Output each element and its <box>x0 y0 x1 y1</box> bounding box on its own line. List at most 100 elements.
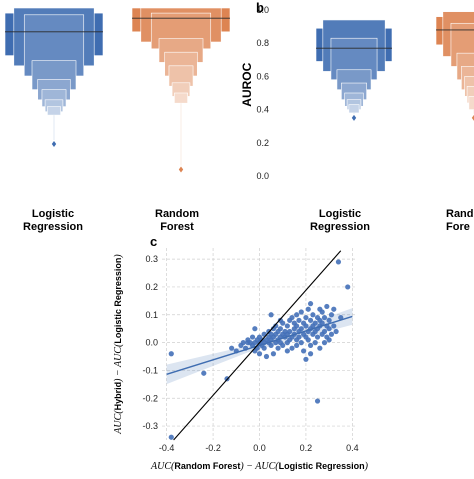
scatter-point <box>168 434 174 440</box>
axis-label-math-part: ) − AUC( <box>239 461 279 472</box>
scatter-point <box>312 340 318 346</box>
scatter-point <box>168 351 174 357</box>
category-line: Regression <box>23 221 83 233</box>
scatter-point <box>326 337 332 343</box>
scatter-point <box>307 317 314 323</box>
scatter-point <box>298 309 304 315</box>
category-line: Regression <box>310 221 370 233</box>
y-tick-label: -0.3 <box>142 421 158 431</box>
x-axis-label: AUC(Random Forest) − AUC(Logistic Regres… <box>150 461 369 472</box>
scatter-point <box>333 328 339 335</box>
scatter-point <box>303 356 309 362</box>
scatter-point <box>338 314 344 321</box>
axis-label-math-part: ) <box>364 461 369 472</box>
y-tick-label: 0.8 <box>256 38 269 48</box>
scatter-point <box>303 323 309 329</box>
scatter-point <box>335 259 342 265</box>
category-line: Rand <box>446 208 474 220</box>
scatter-point <box>294 323 300 329</box>
scatter-point <box>324 303 330 310</box>
scatter-point <box>287 328 293 335</box>
scatter-point <box>301 348 307 354</box>
x-tick-label: -0.2 <box>205 443 221 453</box>
scatter-point <box>312 320 318 326</box>
scatter-point <box>280 342 286 348</box>
scatter-point <box>240 340 246 346</box>
scatter-point <box>284 323 290 329</box>
scatter-point <box>263 353 270 360</box>
scatter-point <box>303 314 309 321</box>
scatter-point <box>326 326 332 332</box>
panel-label: b <box>256 0 264 15</box>
scatter-point <box>305 337 311 343</box>
scatter-point <box>328 312 335 318</box>
scatter-point <box>273 323 279 329</box>
panel-b-boxplot: 0.0 0.2 0.4 0.6 0.8 1.0 AUROC b <box>240 0 474 181</box>
y-tick-label: 0.6 <box>256 71 269 81</box>
scatter-point <box>310 312 316 318</box>
outlier-point <box>471 114 474 121</box>
regression-line <box>166 315 353 375</box>
scatter-point <box>284 348 290 354</box>
axis-label-bold-part: Hybrid <box>113 382 123 411</box>
panel-label: c <box>150 234 157 249</box>
y-axis-label: AUC(Hybrid) − AUC(Logistic Regression) <box>113 254 124 435</box>
scatter-point <box>289 345 295 351</box>
scatter-point <box>307 351 314 357</box>
scatter-point <box>319 320 325 326</box>
scatter-point <box>321 340 328 346</box>
scatter-point <box>314 398 321 404</box>
panel-a-boxplot <box>4 7 231 173</box>
y-tick-label: 0.2 <box>256 138 269 148</box>
lv-box <box>47 106 61 116</box>
category-label-b-rf: Rand Fore <box>446 208 474 234</box>
y-tick-label: 0.0 <box>256 171 269 181</box>
axis-label-math-part: AUC( <box>113 410 124 435</box>
axis-label-bold-part: Random Forest <box>174 461 240 471</box>
y-tick-label: -0.1 <box>142 365 158 375</box>
category-line: Logistic <box>31 208 75 220</box>
category-line: Logistic <box>318 208 362 220</box>
y-tick-label: 0.0 <box>145 338 158 348</box>
scatter-point <box>252 326 258 332</box>
scatter-point <box>321 328 328 335</box>
scatter-point <box>296 317 302 323</box>
lv-box <box>348 104 360 114</box>
category-label-a-rf: Random Forest <box>142 208 212 234</box>
scatter-point <box>307 301 314 307</box>
y-tick-label: 1.0 <box>256 5 269 15</box>
category-line: Random <box>155 208 199 220</box>
x-tick-label: 0.2 <box>300 443 313 453</box>
scatter-point <box>289 314 295 321</box>
scatter-point <box>229 345 235 351</box>
y-tick-label: 0.2 <box>145 282 158 292</box>
y-tick-label: 0.3 <box>145 254 158 264</box>
scatter-point <box>307 342 314 348</box>
identity-line <box>173 250 342 441</box>
scatter-point <box>277 326 283 332</box>
category-line: Forest <box>160 221 194 233</box>
lv-box <box>174 92 188 104</box>
outlier-point <box>178 166 184 173</box>
outlier-point <box>51 141 57 147</box>
outlier-point <box>351 114 357 121</box>
category-label-a-lr: Logistic Regression <box>18 208 88 234</box>
x-tick-label: 0.4 <box>346 443 359 453</box>
scatter-point <box>326 317 332 323</box>
y-tick-label: 0.1 <box>145 310 158 320</box>
scatter-point <box>275 345 281 351</box>
scatter-point <box>270 351 277 357</box>
scatter-point <box>277 317 283 323</box>
scatter-point <box>256 351 263 357</box>
scatter-point <box>305 306 311 312</box>
axis-label-bold-part: Logistic Regression <box>279 461 365 471</box>
scatter-point <box>328 331 335 337</box>
category-line: Fore <box>446 221 470 233</box>
scatter-point <box>296 334 302 340</box>
axis-label-math-part: AUC( <box>150 461 175 472</box>
scatter-point <box>317 306 323 312</box>
y-tick-label: 0.4 <box>256 105 269 115</box>
scatter-point <box>331 306 337 312</box>
